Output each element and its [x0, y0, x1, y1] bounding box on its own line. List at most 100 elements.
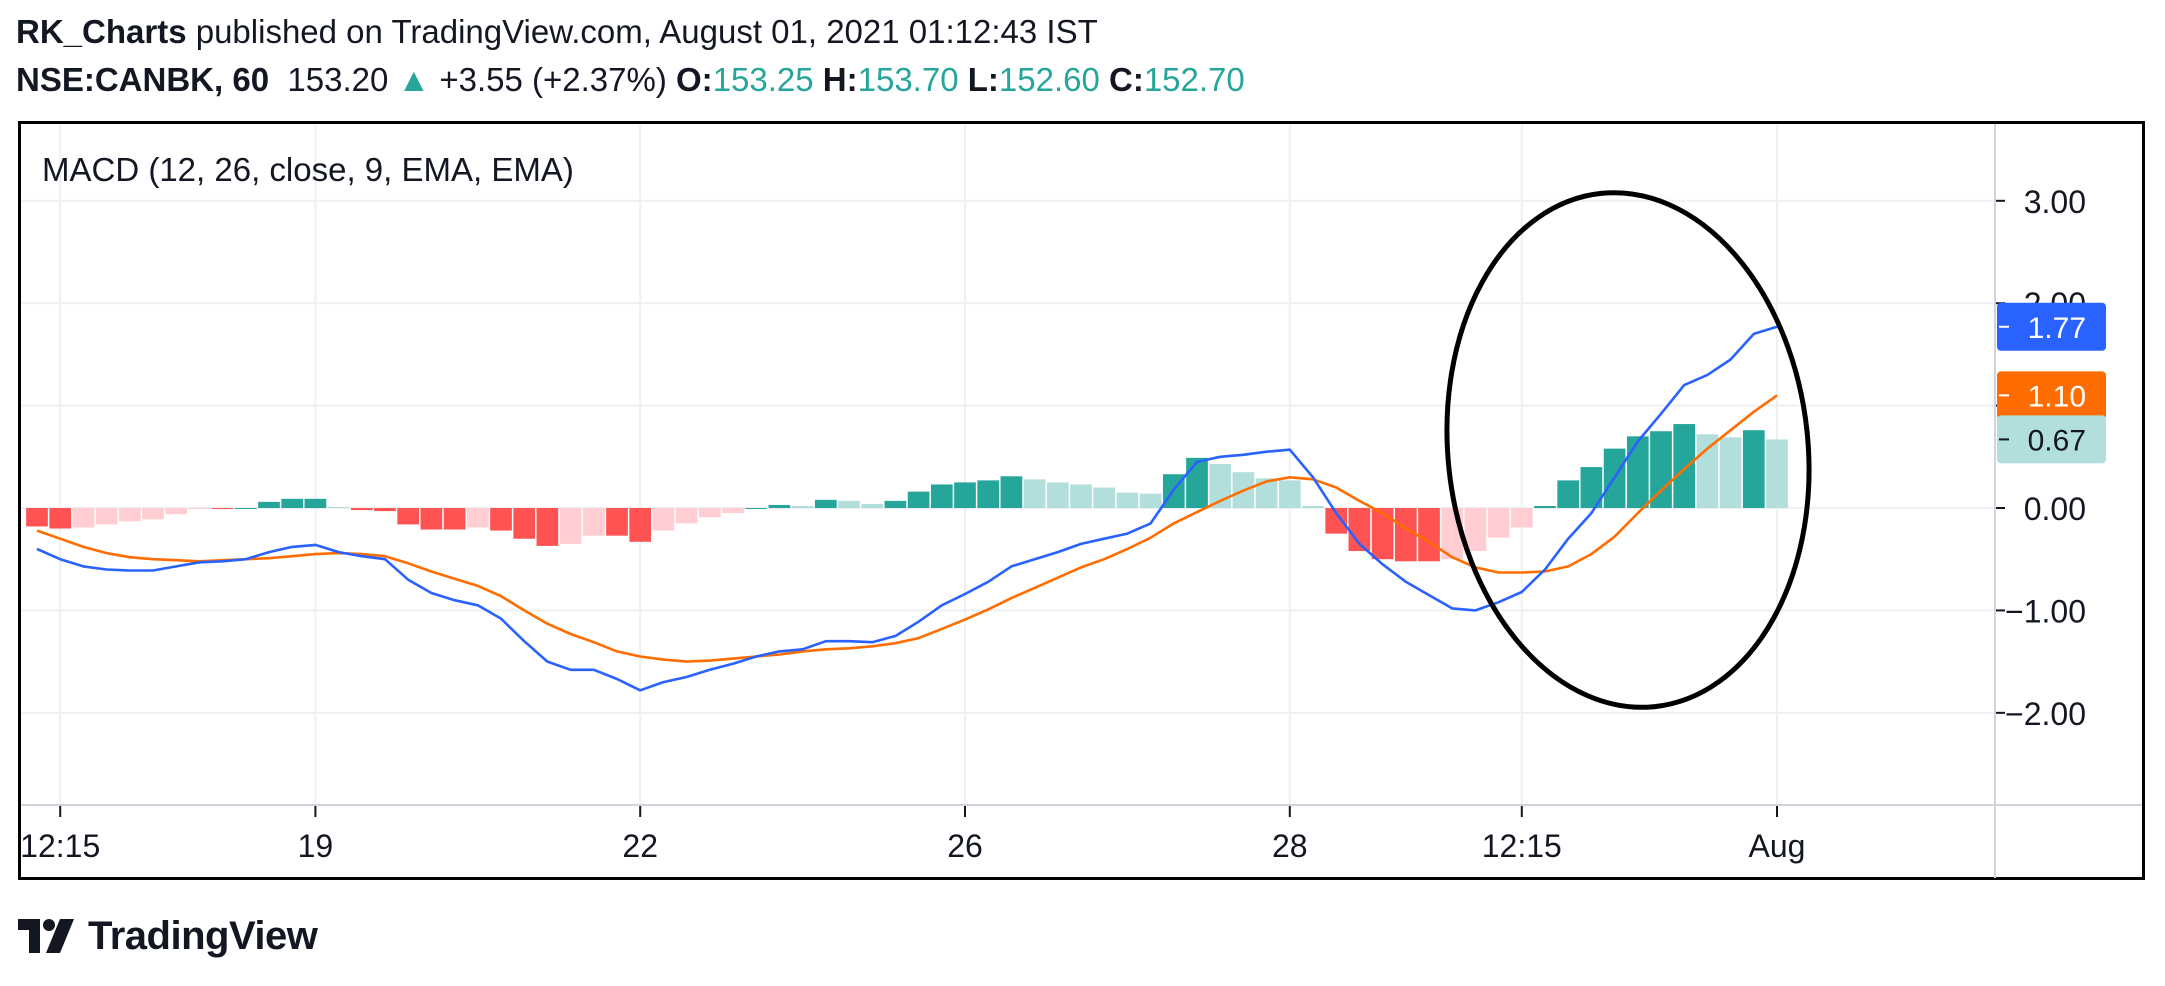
- y-tick-label: 3.00: [2024, 184, 2086, 220]
- histogram-bar: [954, 482, 976, 509]
- histogram-bar: [791, 505, 814, 509]
- histogram-bar: [234, 508, 257, 510]
- x-tick-label: 12:15: [1482, 828, 1562, 864]
- histogram-bar: [26, 508, 48, 527]
- histogram-bar: [559, 508, 582, 544]
- high-label: H:: [822, 61, 858, 98]
- x-tick-label: 22: [622, 828, 658, 864]
- histogram-bar: [1742, 430, 1765, 509]
- histogram-bar: [1116, 492, 1139, 509]
- histogram-bar: [1394, 508, 1417, 562]
- open-value: 153.25: [712, 61, 814, 98]
- histogram-bar: [1000, 476, 1023, 509]
- macd-last-value-label-box: [1997, 302, 2106, 351]
- histogram-bar: [211, 508, 234, 510]
- histogram-bar: [490, 508, 512, 531]
- histogram-bar: [838, 500, 860, 509]
- open-label: O:: [676, 61, 713, 98]
- histogram-bar: [745, 508, 768, 510]
- histogram-bar: [304, 498, 327, 509]
- symbol-label: NSE:CANBK, 60: [16, 61, 270, 98]
- histogram-bar: [722, 508, 744, 514]
- macd-line[interactable]: [36, 325, 1778, 692]
- close-value: 152.70: [1143, 61, 1245, 98]
- signal-last-value-label: 1.10: [2028, 380, 2086, 413]
- histogram-bar: [1070, 484, 1092, 509]
- histogram-bar: [1696, 434, 1719, 509]
- histogram-bar: [258, 501, 280, 509]
- indicator-title[interactable]: MACD (12, 26, close, 9, EMA, EMA): [42, 151, 574, 188]
- last-price: 153.20: [287, 61, 389, 98]
- signal-last-value-label-box: [1997, 371, 2106, 420]
- histogram-bar: [397, 508, 420, 525]
- x-tick-label: 12:15: [20, 828, 100, 864]
- histogram-bar: [698, 508, 721, 518]
- histogram-bar: [629, 508, 652, 542]
- up-arrow-icon: ▲: [397, 61, 431, 98]
- histogram-last-value-label: 0.67: [2028, 424, 2086, 457]
- publish-info: published on TradingView.com, August 01,…: [195, 13, 1098, 50]
- price-change: +3.55 (+2.37%): [439, 61, 667, 98]
- histogram-bar: [1534, 505, 1556, 509]
- chart-frame: [18, 121, 2145, 880]
- histogram-bar: [861, 503, 884, 509]
- line-series: [36, 325, 1778, 692]
- histogram-bar: [49, 508, 72, 529]
- histogram-bar: [930, 484, 953, 509]
- last-value-labels: 1.77 1.10 0.67: [1997, 302, 2106, 464]
- histogram-bar: [675, 508, 698, 524]
- x-tick-label: Aug: [1749, 828, 1806, 864]
- histogram-bar: [1371, 508, 1394, 560]
- tradingview-logo-icon: [18, 919, 74, 953]
- x-tick-label: 19: [298, 828, 334, 864]
- close-label: C:: [1109, 61, 1144, 98]
- histogram-bar: [1510, 508, 1533, 528]
- histogram-bar: [513, 508, 536, 539]
- histogram-bar: [1487, 508, 1510, 538]
- symbol-line: NSE:CANBK, 60 153.20 ▲ +3.55 (+2.37%) O:…: [16, 60, 1245, 100]
- publish-line: RK_Charts published on TradingView.com, …: [16, 12, 1098, 52]
- histogram-bar: [606, 508, 628, 536]
- histogram-bar: [420, 508, 443, 530]
- histogram-bar: [95, 508, 118, 525]
- author-name[interactable]: RK_Charts: [16, 13, 187, 50]
- histogram-bar: [1626, 436, 1649, 509]
- y-tick-label: 0.00: [2024, 491, 2086, 527]
- histogram-bar: [1557, 480, 1580, 509]
- low-label: L:: [967, 61, 999, 98]
- histogram-bar: [281, 498, 304, 509]
- histogram-bar: [977, 480, 1000, 509]
- histogram-bar: [1673, 424, 1696, 509]
- histogram-bar: [1766, 439, 1788, 509]
- signal-line[interactable]: [36, 394, 1778, 663]
- histogram-bar: [814, 499, 837, 509]
- histogram-bar: [884, 500, 907, 509]
- histogram-bar: [1046, 482, 1069, 509]
- histogram-bar: [118, 508, 141, 522]
- low-value: 152.60: [998, 61, 1100, 98]
- logo-text: TradingView: [88, 913, 318, 958]
- y-tick-label: −2.00: [2005, 696, 2086, 732]
- high-value: 153.70: [857, 61, 959, 98]
- histogram-bar: [907, 491, 930, 509]
- y-tick-label: −1.00: [2005, 593, 2086, 629]
- histogram-bar: [1348, 508, 1371, 552]
- histogram-bar: [188, 508, 211, 510]
- x-tick-label: 28: [1272, 828, 1308, 864]
- tradingview-logo[interactable]: TradingView: [16, 912, 318, 960]
- histogram-bar: [652, 508, 675, 531]
- histogram-bar: [1255, 478, 1278, 509]
- histogram-bar: [72, 508, 95, 528]
- histogram-bar: [374, 508, 396, 512]
- annotations: [1444, 190, 1812, 710]
- histogram-bar: [1139, 493, 1162, 509]
- histogram-series: [26, 424, 1788, 562]
- histogram-bar: [1580, 467, 1603, 509]
- histogram-bar: [466, 508, 489, 528]
- histogram-bar: [142, 508, 164, 520]
- histogram-bar: [1302, 505, 1324, 509]
- histogram-bar: [536, 508, 559, 546]
- histogram-bar: [1209, 463, 1232, 509]
- histogram-bar: [1650, 431, 1672, 509]
